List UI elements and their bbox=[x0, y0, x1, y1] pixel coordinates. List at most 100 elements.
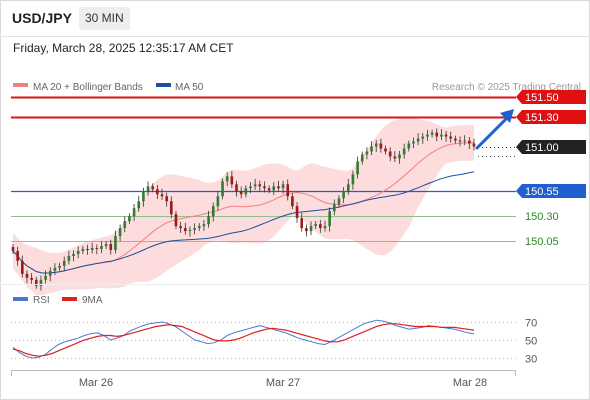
candle-body bbox=[16, 250, 19, 261]
candle-body bbox=[197, 226, 201, 229]
candle-body bbox=[207, 216, 210, 225]
candle-body bbox=[356, 161, 359, 175]
candle bbox=[156, 185, 159, 200]
candle bbox=[160, 188, 164, 200]
candle-body bbox=[463, 140, 466, 142]
candle bbox=[421, 132, 425, 144]
candle bbox=[472, 138, 476, 151]
candle-body bbox=[188, 230, 192, 232]
candle bbox=[239, 186, 243, 199]
x-axis: Mar 26 Mar 27 Mar 28 bbox=[11, 370, 516, 389]
candle bbox=[365, 147, 369, 160]
level-badge-resistance: 151.30 bbox=[516, 110, 586, 124]
x-tick-label: Mar 27 bbox=[266, 377, 300, 389]
candle bbox=[286, 179, 290, 201]
level-value: 151.50 bbox=[525, 92, 559, 104]
rsi-line bbox=[12, 319, 475, 359]
rsi-axis-label: 70 bbox=[525, 318, 537, 330]
candle-body bbox=[360, 154, 364, 162]
candle-body bbox=[86, 248, 89, 250]
level-badge-resistance: 151.50 bbox=[516, 90, 586, 104]
candle bbox=[398, 150, 401, 164]
level-badge-shape bbox=[516, 140, 586, 154]
candle bbox=[444, 130, 448, 142]
candle-body bbox=[454, 138, 457, 141]
candle bbox=[123, 216, 127, 233]
candle bbox=[407, 140, 411, 152]
candle-body bbox=[440, 134, 443, 137]
candle bbox=[109, 239, 113, 255]
candle-body bbox=[291, 196, 294, 207]
candle bbox=[267, 185, 271, 194]
candle-body bbox=[263, 186, 266, 189]
candle bbox=[72, 250, 75, 262]
candle bbox=[44, 270, 47, 284]
candle-body bbox=[346, 184, 350, 192]
candle-body bbox=[211, 206, 215, 217]
candle-body bbox=[472, 143, 476, 147]
level-badge-support: 150.30 bbox=[525, 211, 559, 223]
legend: MA 20 + Bollinger Bands MA 50 Research ©… bbox=[13, 82, 581, 93]
candle-body bbox=[183, 228, 187, 232]
candle-body bbox=[193, 228, 196, 231]
candle-body bbox=[100, 246, 103, 249]
candle-body bbox=[407, 143, 411, 149]
candle bbox=[67, 250, 71, 265]
candle bbox=[25, 270, 29, 284]
candle bbox=[165, 192, 168, 207]
candle-body bbox=[277, 186, 280, 189]
candle-body bbox=[388, 151, 392, 157]
candle bbox=[30, 273, 33, 285]
candle bbox=[221, 178, 224, 200]
candle-body bbox=[132, 208, 136, 217]
candle bbox=[128, 213, 131, 225]
credit-label: Research © 2025 Trading Central bbox=[432, 82, 581, 93]
candle-body bbox=[156, 189, 159, 195]
candle-body bbox=[328, 211, 331, 227]
candle-body bbox=[468, 140, 471, 144]
candle bbox=[225, 172, 229, 187]
symbol-label: USD/JPY bbox=[12, 10, 72, 26]
candle-body bbox=[435, 132, 439, 137]
candle bbox=[230, 170, 234, 188]
level-badge-current: 151.00 bbox=[516, 140, 586, 154]
candle-body bbox=[58, 265, 61, 268]
bollinger-band bbox=[13, 116, 474, 296]
candle bbox=[249, 182, 252, 194]
candle-body bbox=[309, 226, 313, 232]
candle bbox=[426, 129, 429, 141]
candle-body bbox=[123, 221, 127, 229]
candle bbox=[388, 147, 392, 162]
candle bbox=[305, 224, 308, 237]
candle bbox=[118, 224, 122, 242]
arrow-shaft bbox=[475, 116, 509, 150]
candle-body bbox=[314, 224, 317, 227]
candle bbox=[458, 136, 462, 147]
candle-body bbox=[225, 176, 229, 182]
candle bbox=[90, 242, 94, 254]
candle-body bbox=[216, 196, 220, 207]
candle-body bbox=[319, 224, 322, 229]
ma50-line bbox=[12, 171, 475, 274]
candle-body bbox=[365, 151, 369, 155]
candle bbox=[235, 180, 238, 197]
candle-body bbox=[421, 136, 425, 139]
candle-body bbox=[253, 184, 257, 187]
rsi-grid: 70 50 30 bbox=[11, 318, 537, 366]
candle-body bbox=[151, 186, 154, 190]
ma50-legend-label: MA 50 bbox=[175, 82, 204, 93]
candle-body bbox=[11, 246, 15, 251]
level-badge-shape bbox=[516, 110, 586, 124]
rsi-axis-label: 30 bbox=[525, 354, 537, 366]
candle bbox=[76, 246, 80, 259]
candles-layer bbox=[11, 128, 476, 291]
candle bbox=[216, 191, 220, 211]
timeframe-badge[interactable]: 30 MIN bbox=[79, 7, 130, 30]
candle bbox=[314, 221, 317, 230]
level-badge-shape bbox=[516, 90, 586, 104]
candle-body bbox=[137, 201, 141, 209]
candle bbox=[34, 276, 38, 289]
candle-body bbox=[267, 188, 271, 191]
candle-body bbox=[142, 191, 145, 202]
candle-body bbox=[114, 236, 117, 250]
